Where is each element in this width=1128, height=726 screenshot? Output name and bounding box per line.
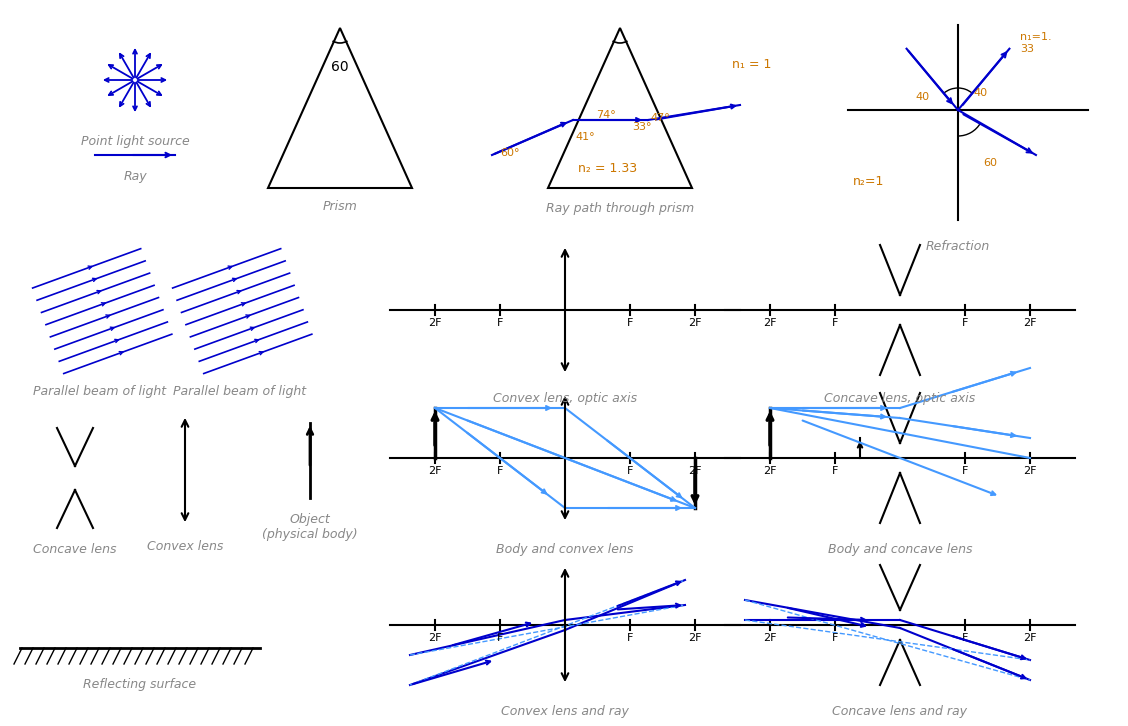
Text: F: F — [831, 633, 838, 643]
Text: Parallel beam of light: Parallel beam of light — [174, 385, 307, 398]
Text: 47°: 47° — [650, 113, 670, 123]
Text: Concave lens: Concave lens — [33, 543, 117, 556]
Text: Concave lens, optic axis: Concave lens, optic axis — [825, 392, 976, 405]
Text: 2F: 2F — [1023, 633, 1037, 643]
Text: F: F — [831, 466, 838, 476]
Text: Point light source: Point light source — [80, 135, 190, 148]
Text: n₂ = 1.33: n₂ = 1.33 — [579, 162, 637, 175]
Text: Refraction: Refraction — [926, 240, 990, 253]
Text: Convex lens, optic axis: Convex lens, optic axis — [493, 392, 637, 405]
Text: 2F: 2F — [1023, 466, 1037, 476]
Text: 40: 40 — [915, 92, 929, 102]
Text: F: F — [962, 633, 968, 643]
Text: Concave lens and ray: Concave lens and ray — [832, 705, 968, 718]
Text: Body and concave lens: Body and concave lens — [828, 543, 972, 556]
Text: 74°: 74° — [596, 110, 616, 120]
Text: F: F — [496, 633, 503, 643]
Text: F: F — [962, 318, 968, 328]
Text: n₂=1: n₂=1 — [853, 175, 884, 188]
Text: 2F: 2F — [429, 318, 442, 328]
Text: F: F — [831, 318, 838, 328]
Text: F: F — [627, 633, 633, 643]
Text: 60: 60 — [332, 60, 349, 74]
Text: Convex lens and ray: Convex lens and ray — [501, 705, 629, 718]
Text: 60°: 60° — [500, 148, 520, 158]
Text: 60: 60 — [982, 158, 997, 168]
Text: Object
(physical body): Object (physical body) — [262, 513, 358, 541]
Text: 2F: 2F — [688, 466, 702, 476]
Text: 2F: 2F — [688, 633, 702, 643]
Text: 40: 40 — [973, 88, 987, 98]
Text: 2F: 2F — [764, 633, 777, 643]
Text: 2F: 2F — [764, 466, 777, 476]
Text: F: F — [496, 318, 503, 328]
Text: F: F — [962, 466, 968, 476]
Text: 2F: 2F — [764, 318, 777, 328]
Text: F: F — [627, 466, 633, 476]
Text: 2F: 2F — [688, 318, 702, 328]
Text: F: F — [496, 466, 503, 476]
Text: Parallel beam of light: Parallel beam of light — [34, 385, 167, 398]
Text: 2F: 2F — [1023, 318, 1037, 328]
Text: Ray path through prism: Ray path through prism — [546, 202, 694, 215]
Text: n₁=1.
33: n₁=1. 33 — [1020, 32, 1051, 54]
Text: 2F: 2F — [429, 633, 442, 643]
Text: Ray: Ray — [123, 170, 147, 183]
Text: n₁ = 1: n₁ = 1 — [732, 58, 772, 71]
Text: Convex lens: Convex lens — [147, 540, 223, 553]
Text: Prism: Prism — [323, 200, 358, 213]
Text: Reflecting surface: Reflecting surface — [83, 678, 196, 691]
Text: Body and convex lens: Body and convex lens — [496, 543, 634, 556]
Text: 2F: 2F — [429, 466, 442, 476]
Text: F: F — [627, 318, 633, 328]
Text: 41°: 41° — [575, 132, 594, 142]
Text: 33°: 33° — [632, 122, 652, 132]
